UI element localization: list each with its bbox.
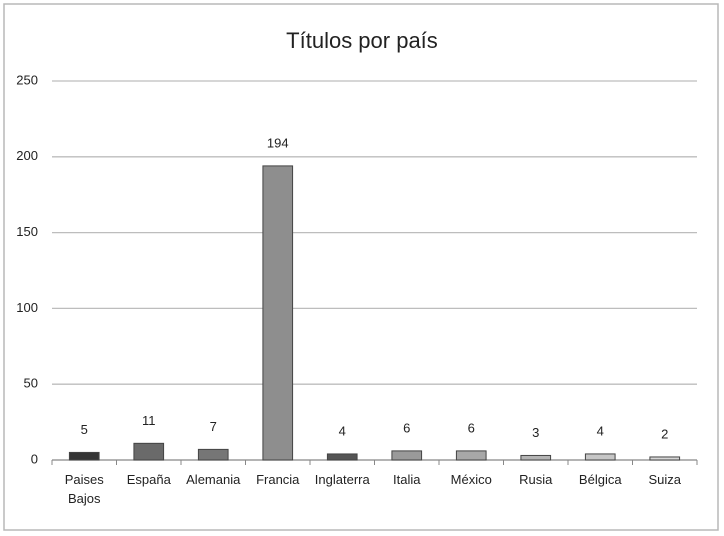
x-tick-label: Inglaterra	[314, 472, 370, 487]
x-tick-label: Paises Bajos	[64, 472, 104, 506]
data-label: 4	[597, 423, 604, 438]
bar	[391, 450, 423, 461]
y-tick-label: 0	[31, 451, 38, 466]
chart-frame	[3, 3, 719, 531]
data-label: 2	[661, 426, 668, 441]
data-label: 3	[532, 425, 539, 440]
bar	[68, 451, 100, 461]
x-tick-label: Bélgica	[578, 472, 622, 487]
x-tick-label: Rusia	[519, 472, 553, 487]
x-tick-label: España	[126, 472, 171, 487]
y-tick-label: 150	[16, 224, 38, 239]
y-tick-label: 250	[16, 72, 38, 87]
bar	[455, 450, 487, 461]
x-tick-label: Alemania	[186, 472, 241, 487]
y-tick-label: 200	[16, 148, 38, 163]
data-label: 7	[210, 419, 217, 434]
y-tick-label: 100	[16, 300, 38, 315]
data-label: 6	[468, 420, 475, 435]
y-tick-label: 50	[24, 376, 38, 391]
x-tick-label: Francia	[256, 472, 300, 487]
bar	[133, 442, 165, 461]
x-tick-label: Suiza	[648, 472, 682, 487]
bar	[584, 453, 616, 461]
bar	[326, 453, 358, 461]
chart-title: Títulos por país	[286, 28, 438, 53]
bar	[649, 456, 681, 461]
data-label: 194	[267, 135, 289, 150]
data-label: 4	[339, 423, 346, 438]
bar	[262, 165, 294, 461]
bar	[197, 448, 229, 461]
x-tick-label: México	[450, 472, 492, 487]
data-label: 5	[81, 422, 88, 437]
x-tick-label: Italia	[393, 472, 421, 487]
bar	[520, 454, 552, 461]
data-label: 11	[142, 413, 156, 428]
data-label: 6	[403, 420, 410, 435]
